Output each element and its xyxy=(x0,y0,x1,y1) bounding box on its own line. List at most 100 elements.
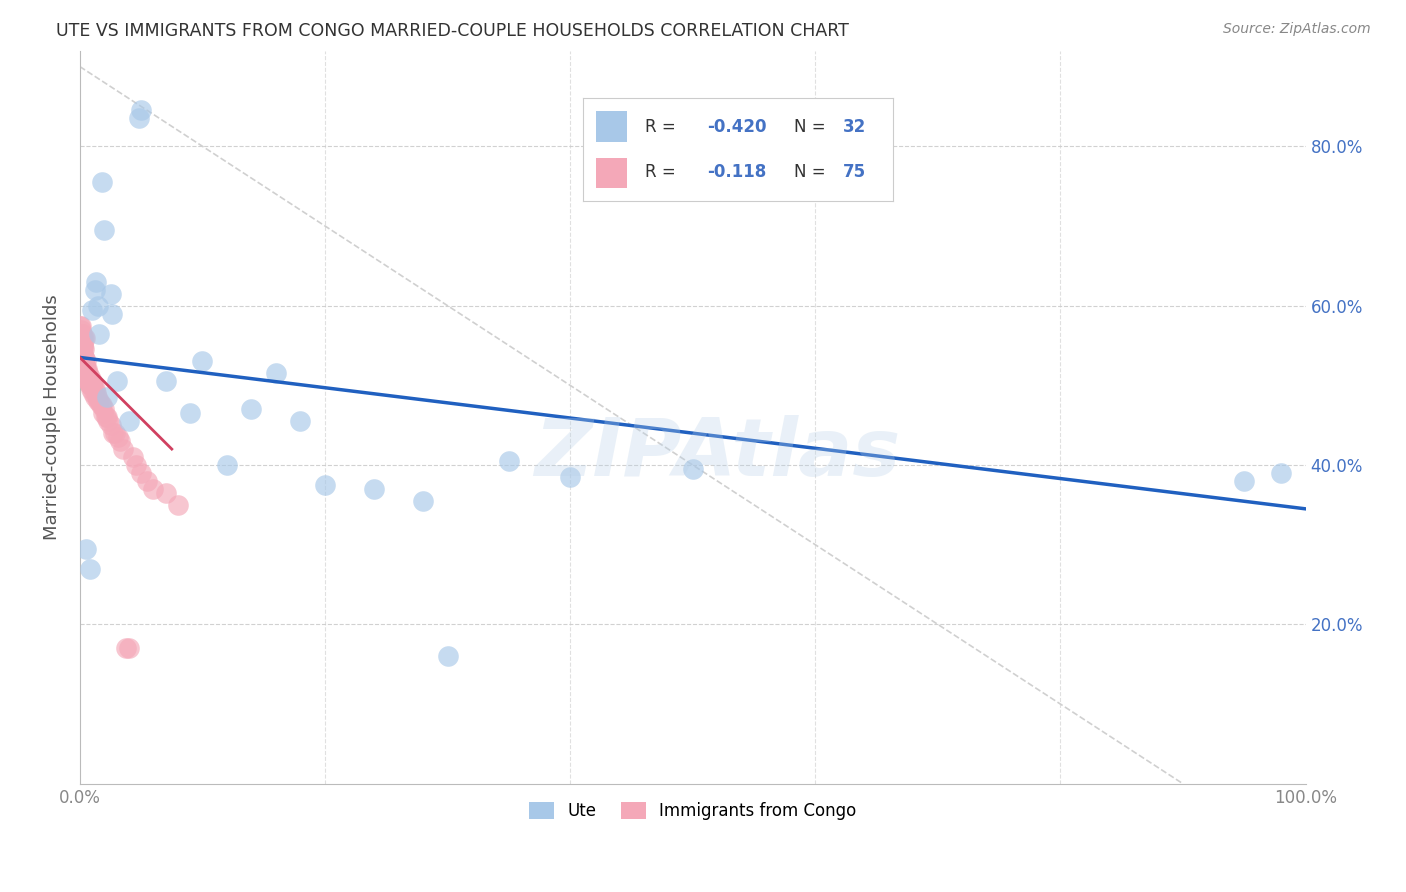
Text: R =: R = xyxy=(645,118,676,136)
Point xyxy=(70,330,93,344)
Point xyxy=(70,343,93,357)
Point xyxy=(436,649,458,664)
Text: ZIPAtlas: ZIPAtlas xyxy=(534,415,900,493)
Point xyxy=(86,390,108,404)
Point xyxy=(91,406,114,420)
Point xyxy=(90,398,112,412)
Point xyxy=(75,362,97,376)
Legend: Ute, Immigrants from Congo: Ute, Immigrants from Congo xyxy=(522,795,863,827)
Point xyxy=(72,326,94,341)
Point xyxy=(89,394,111,409)
Point xyxy=(314,478,336,492)
Point xyxy=(70,330,93,344)
FancyBboxPatch shape xyxy=(596,158,627,188)
Point xyxy=(290,414,312,428)
Point xyxy=(70,334,93,349)
Point xyxy=(118,414,141,428)
Point xyxy=(82,378,104,392)
Point xyxy=(101,426,124,441)
Text: 32: 32 xyxy=(844,118,866,136)
Point xyxy=(82,378,104,392)
Point xyxy=(1233,474,1256,488)
Point xyxy=(111,442,134,456)
Point xyxy=(70,334,93,349)
Point xyxy=(80,375,103,389)
Point xyxy=(105,375,128,389)
Point xyxy=(75,362,97,376)
Text: Source: ZipAtlas.com: Source: ZipAtlas.com xyxy=(1223,22,1371,37)
Point xyxy=(100,286,122,301)
Point xyxy=(125,458,148,472)
Point xyxy=(73,343,96,357)
Point xyxy=(82,302,104,317)
Point xyxy=(155,375,177,389)
Point xyxy=(73,330,96,344)
Point xyxy=(97,414,120,428)
Point xyxy=(73,359,96,373)
Point xyxy=(498,454,520,468)
Point xyxy=(77,375,100,389)
Y-axis label: Married-couple Households: Married-couple Households xyxy=(44,294,60,540)
Point xyxy=(87,394,110,409)
Point xyxy=(96,410,118,425)
Point xyxy=(682,462,704,476)
Point xyxy=(75,354,97,368)
Point xyxy=(79,378,101,392)
Point xyxy=(107,430,129,444)
Point xyxy=(69,322,91,336)
Point xyxy=(93,402,115,417)
Text: N =: N = xyxy=(794,118,825,136)
Point xyxy=(73,351,96,365)
Point xyxy=(70,318,93,333)
Point xyxy=(69,326,91,341)
Point xyxy=(70,330,93,344)
Point xyxy=(215,458,238,472)
Point xyxy=(76,375,98,389)
Point xyxy=(79,370,101,384)
Point xyxy=(84,275,107,289)
Point xyxy=(115,641,138,656)
Point xyxy=(100,418,122,433)
Point xyxy=(72,330,94,344)
Point xyxy=(558,470,581,484)
Point xyxy=(96,390,118,404)
Point xyxy=(90,398,112,412)
Text: R =: R = xyxy=(645,163,676,181)
Point xyxy=(69,318,91,333)
Point xyxy=(77,367,100,381)
Point xyxy=(73,359,96,373)
Point xyxy=(76,367,98,381)
FancyBboxPatch shape xyxy=(596,112,627,142)
Point xyxy=(90,175,112,189)
Point xyxy=(89,326,111,341)
Point xyxy=(87,299,110,313)
Point xyxy=(72,343,94,357)
Point xyxy=(121,450,143,464)
Point xyxy=(191,354,214,368)
Point xyxy=(80,382,103,396)
Point xyxy=(129,466,152,480)
Point xyxy=(110,434,132,449)
Point xyxy=(104,426,127,441)
Point xyxy=(76,362,98,376)
Point xyxy=(72,338,94,352)
Point xyxy=(94,410,117,425)
Point xyxy=(70,334,93,349)
Text: N =: N = xyxy=(794,163,825,181)
Point xyxy=(100,307,122,321)
Point xyxy=(83,390,105,404)
Point xyxy=(167,498,190,512)
Point xyxy=(93,223,115,237)
Point xyxy=(70,326,93,341)
Point xyxy=(128,112,150,126)
Point xyxy=(72,351,94,365)
Point xyxy=(264,367,287,381)
Point xyxy=(72,330,94,344)
Point xyxy=(1270,466,1292,480)
Point xyxy=(73,354,96,368)
Point xyxy=(136,474,159,488)
Point xyxy=(412,494,434,508)
Point xyxy=(79,561,101,575)
Text: -0.118: -0.118 xyxy=(707,163,766,181)
Point xyxy=(72,338,94,352)
